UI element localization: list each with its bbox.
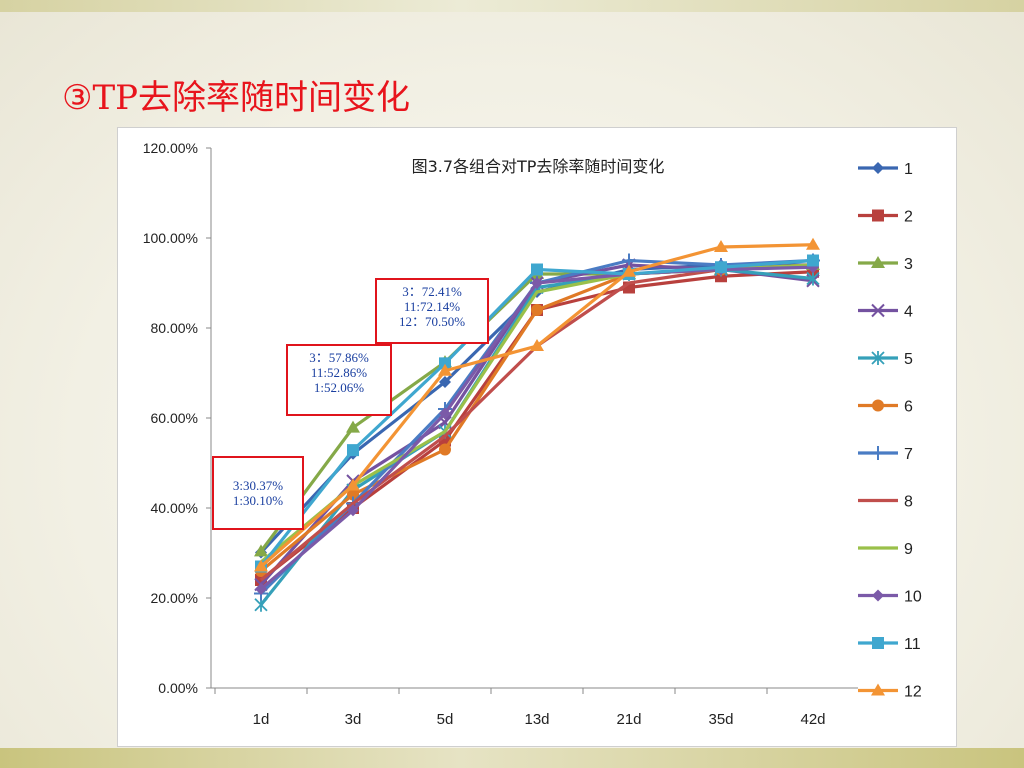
x-tick-label: 42d — [800, 711, 825, 728]
legend-label: 1 — [904, 161, 913, 178]
legend-item-12: 12 — [858, 683, 922, 701]
legend-label: 4 — [904, 304, 913, 321]
callout-line: 1:52.06% — [313, 380, 365, 395]
series-lines — [254, 237, 820, 612]
bottom-decorative-band — [0, 748, 1024, 768]
callout-line: 12：70.50% — [398, 314, 466, 329]
series-12 — [254, 237, 820, 572]
data-point — [531, 304, 543, 316]
data-point — [438, 363, 452, 376]
legend-item-5: 5 — [858, 351, 913, 368]
data-point — [806, 237, 820, 250]
data-point — [347, 444, 359, 457]
legend-item-8: 8 — [858, 494, 913, 511]
callout-line: 1:30.10% — [232, 493, 284, 508]
top-decorative-band — [0, 0, 1024, 12]
series-line — [260, 270, 814, 582]
callout-day5: 3：72.41% 11:72.14% 12：70.50% — [375, 278, 489, 344]
legend-label: 12 — [904, 684, 922, 701]
y-tick-label: 80.00% — [151, 320, 198, 336]
legend-marker — [872, 162, 884, 174]
legend-marker — [872, 589, 884, 602]
legend-label: 2 — [904, 209, 913, 226]
legend-label: 10 — [904, 589, 922, 606]
slide-title: ③TP去除率随时间变化 — [62, 78, 411, 118]
legend-label: 6 — [904, 399, 913, 416]
legend-item-7: 7 — [858, 446, 913, 463]
data-point — [346, 420, 360, 433]
x-tick-label: 13d — [524, 711, 549, 728]
data-point — [439, 443, 451, 456]
data-point — [346, 478, 360, 491]
data-point — [531, 263, 543, 276]
legend-item-3: 3 — [858, 256, 913, 273]
callout-line: 11:52.86% — [310, 365, 368, 380]
x-tick-label: 35d — [708, 711, 733, 728]
legend-marker — [871, 256, 885, 268]
y-tick-label: 60.00% — [151, 410, 198, 426]
legend-label: 5 — [904, 351, 913, 368]
callout-line: 3:30.37% — [232, 478, 284, 493]
legend-item-1: 1 — [858, 161, 913, 178]
series-6 — [255, 259, 819, 577]
legend-item-2: 2 — [858, 209, 913, 226]
y-tick-label: 20.00% — [151, 590, 198, 606]
x-axis-ticks: 1d 3d 5d 13d 21d 35d 42d — [214, 688, 826, 728]
x-tick-label: 21d — [616, 711, 641, 728]
data-point — [530, 339, 544, 351]
legend-label: 3 — [904, 256, 913, 273]
data-point — [622, 264, 636, 277]
x-tick-label: 5d — [437, 711, 454, 728]
legend-item-9: 9 — [858, 541, 913, 558]
data-point — [531, 277, 543, 289]
callout-line: 3：72.41% — [402, 284, 462, 299]
data-point — [439, 357, 451, 370]
y-axis-ticks: 0.00% 20.00% 40.00% 60.00% 80.00% 100.00% 120.… — [143, 140, 211, 696]
y-tick-label: 100.00% — [143, 230, 198, 246]
tp-removal-line-chart: 图3.7各组合对TP去除率随时间变化 0.00%20.00%40.00%60.0… — [143, 140, 922, 728]
data-point — [715, 261, 727, 274]
legend-marker — [872, 209, 884, 222]
callout-day1: 3:30.37% 1:30.10% — [212, 456, 304, 530]
chart-title: 图3.7各组合对TP去除率随时间变化 — [412, 157, 665, 176]
data-point — [439, 407, 451, 420]
data-point — [254, 544, 268, 557]
legend-item-11: 11 — [858, 636, 921, 653]
y-tick-label: 120.00% — [143, 140, 198, 156]
data-point — [255, 583, 267, 595]
data-point — [254, 559, 268, 572]
legend-item-6: 6 — [858, 399, 913, 416]
y-tick-label: 0.00% — [158, 680, 198, 696]
legend-marker — [871, 446, 885, 460]
callout-line: 3：57.86% — [309, 350, 369, 365]
series-11 — [255, 254, 819, 573]
callout-day3: 3：57.86% 11:52.86% 1:52.06% — [286, 344, 392, 416]
legend-label: 8 — [904, 494, 913, 511]
data-point — [806, 271, 820, 286]
legend-marker — [871, 683, 885, 696]
x-tick-label: 3d — [345, 711, 362, 728]
legend-item-4: 4 — [858, 304, 913, 321]
legend-item-10: 10 — [858, 589, 922, 606]
data-point — [714, 240, 728, 252]
chart-panel: 图3.7各组合对TP去除率随时间变化 0.00% 20.00% 40.00% 60.0… — [117, 127, 957, 747]
data-point — [807, 254, 819, 267]
series-line — [259, 267, 814, 606]
legend-marker — [872, 399, 884, 412]
legend-label: 11 — [904, 636, 921, 653]
legend-marker — [871, 351, 885, 365]
data-point — [439, 376, 451, 388]
callout-line: 11:72.14% — [403, 299, 461, 314]
data-point — [347, 488, 359, 501]
legend-marker — [872, 637, 884, 649]
legend-marker — [871, 303, 885, 318]
legend-label: 7 — [904, 446, 913, 463]
y-tick-label: 40.00% — [151, 500, 198, 516]
x-tick-label: 1d — [253, 711, 270, 728]
data-point — [347, 504, 359, 517]
legend-label: 9 — [904, 541, 913, 558]
